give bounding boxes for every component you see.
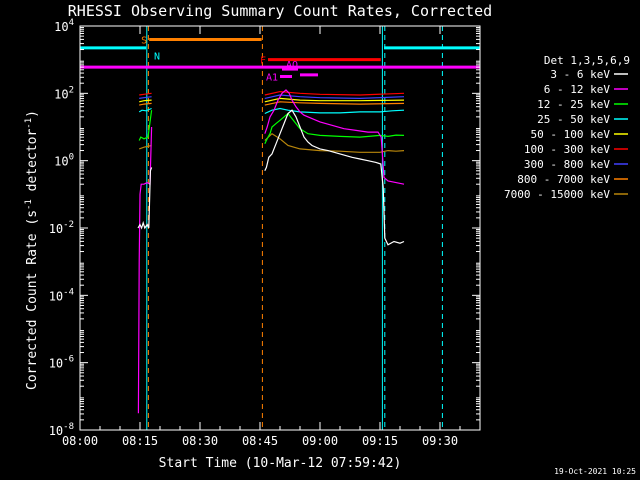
legend-entry-label: 50 - 100 keV — [531, 128, 611, 141]
legend: Det 1,3,5,6,93 - 6 keV 6 - 12 keV 12 - 25 … — [504, 54, 630, 201]
y-axis-label-main: Corrected Count Rate (s — [25, 210, 40, 390]
y-axis-label-end: ) — [25, 110, 40, 118]
y-tick-label: 10-2 — [49, 220, 74, 236]
x-tick-label: 08:00 — [62, 434, 98, 448]
x-tick-label: 08:45 — [242, 434, 278, 448]
series-line — [138, 107, 152, 113]
x-tick-label: 08:30 — [182, 434, 218, 448]
series-line — [264, 89, 405, 185]
legend-entry-label: 300 - 800 keV — [524, 158, 610, 171]
y-tick-label: 10-8 — [49, 422, 74, 438]
series-line — [264, 90, 405, 96]
legend-entry-label: 3 - 6 keV — [550, 68, 610, 81]
series-line — [264, 107, 405, 115]
x-tick-label: 08:15 — [122, 434, 158, 448]
plot-content: SN F AQ A1 — [80, 26, 480, 430]
series-line — [264, 112, 405, 145]
x-tick-label: 09:00 — [302, 434, 338, 448]
legend-entry-label: 7000 - 15000 keV — [504, 188, 610, 201]
x-axis-label: Start Time (10-Mar-12 07:59:42) — [159, 456, 402, 471]
legend-entry-label: 12 - 25 keV — [537, 98, 610, 111]
flag-label: AQ — [286, 60, 298, 71]
series-line — [138, 144, 152, 150]
legend-entry-label: 6 - 12 keV — [544, 83, 611, 96]
y-tick-label: 102 — [54, 85, 74, 101]
plot-area: SN F AQ A1 — [80, 26, 480, 430]
axes: 08:00 08:15 08:30 08:45 09:00 09:15 09:30 10-8 1… — [49, 18, 481, 448]
flag-label: A1 — [266, 73, 278, 84]
y-axis-label-mid: detector — [25, 129, 40, 200]
series-line — [264, 97, 405, 103]
legend-title: Det 1,3,5,6,9 — [544, 54, 630, 67]
x-tick-label: 09:30 — [422, 434, 458, 448]
series-line — [264, 109, 405, 246]
series-line — [139, 99, 152, 103]
flag-label: N — [154, 52, 160, 63]
flag-label: S — [141, 35, 147, 46]
legend-entry-label: 100 - 300 keV — [524, 143, 610, 156]
x-tick-label: 09:15 — [362, 434, 398, 448]
flag-label: F — [260, 56, 266, 67]
y-axis-label: Corrected Count Rate (s-1 detector-1) — [24, 110, 40, 390]
y-tick-label: 10-4 — [49, 287, 74, 303]
chart-title: RHESSI Observing Summary Count Rates, Co… — [68, 2, 492, 20]
series-line — [264, 94, 405, 100]
series-line — [139, 96, 152, 99]
y-axis-label-sup1: -1 — [24, 199, 34, 210]
series-line — [139, 92, 152, 96]
y-tick-label: 104 — [54, 18, 74, 34]
legend-entry-label: 25 - 50 keV — [537, 113, 610, 126]
series-line — [139, 102, 152, 106]
y-tick-label: 100 — [54, 153, 74, 169]
legend-entry-label: 800 - 7000 keV — [517, 173, 610, 186]
date-stamp: 19-Oct-2021 10:25 — [554, 467, 636, 476]
series-line — [138, 110, 153, 141]
y-tick-label: 10-6 — [49, 355, 74, 371]
series-line — [137, 167, 153, 230]
y-axis-label-sup2: -1 — [24, 118, 34, 129]
